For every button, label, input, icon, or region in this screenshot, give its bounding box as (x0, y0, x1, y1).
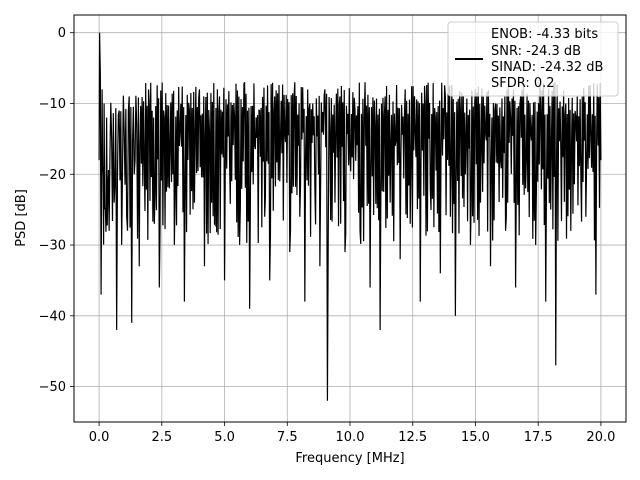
legend-text-sinad: SINAD: -24.32 dB (491, 60, 603, 75)
y-axis-ticks: 0 −10 −20 −30 −40 −50 (39, 26, 74, 395)
y-tick-label: −40 (39, 309, 66, 324)
x-tick-label: 20.0 (586, 430, 615, 445)
x-tick-label: 17.5 (524, 430, 553, 445)
legend-text-sfdr: SFDR: 0.2 (491, 76, 555, 91)
y-axis-label: PSD [dB] (14, 189, 29, 247)
x-tick-label: 2.5 (151, 430, 172, 445)
x-tick-label: 5.0 (214, 430, 235, 445)
y-tick-label: −30 (39, 239, 66, 254)
x-axis-ticks: 0.0 2.5 5.0 7.5 10.0 12.5 15.0 17.5 20.0 (89, 422, 615, 445)
legend-box (447, 21, 619, 97)
y-tick-label: −20 (39, 168, 66, 183)
psd-series-line (98, 32, 602, 401)
x-tick-label: 0.0 (89, 430, 110, 445)
x-axis-label: Frequency [MHz] (295, 451, 404, 466)
y-tick-label: −50 (39, 380, 66, 395)
legend: ENOB: -4.33 bits SNR: -24.3 dB SINAD: -2… (447, 21, 619, 97)
x-tick-label: 7.5 (277, 430, 298, 445)
y-tick-label: −10 (39, 97, 66, 112)
x-tick-label: 12.5 (398, 430, 427, 445)
x-tick-label: 10.0 (336, 430, 365, 445)
legend-text-enob: ENOB: -4.33 bits (491, 27, 598, 42)
y-tick-label: 0 (58, 26, 66, 41)
legend-text-snr: SNR: -24.3 dB (491, 44, 581, 59)
x-tick-label: 15.0 (461, 430, 490, 445)
plot-area (98, 32, 602, 401)
